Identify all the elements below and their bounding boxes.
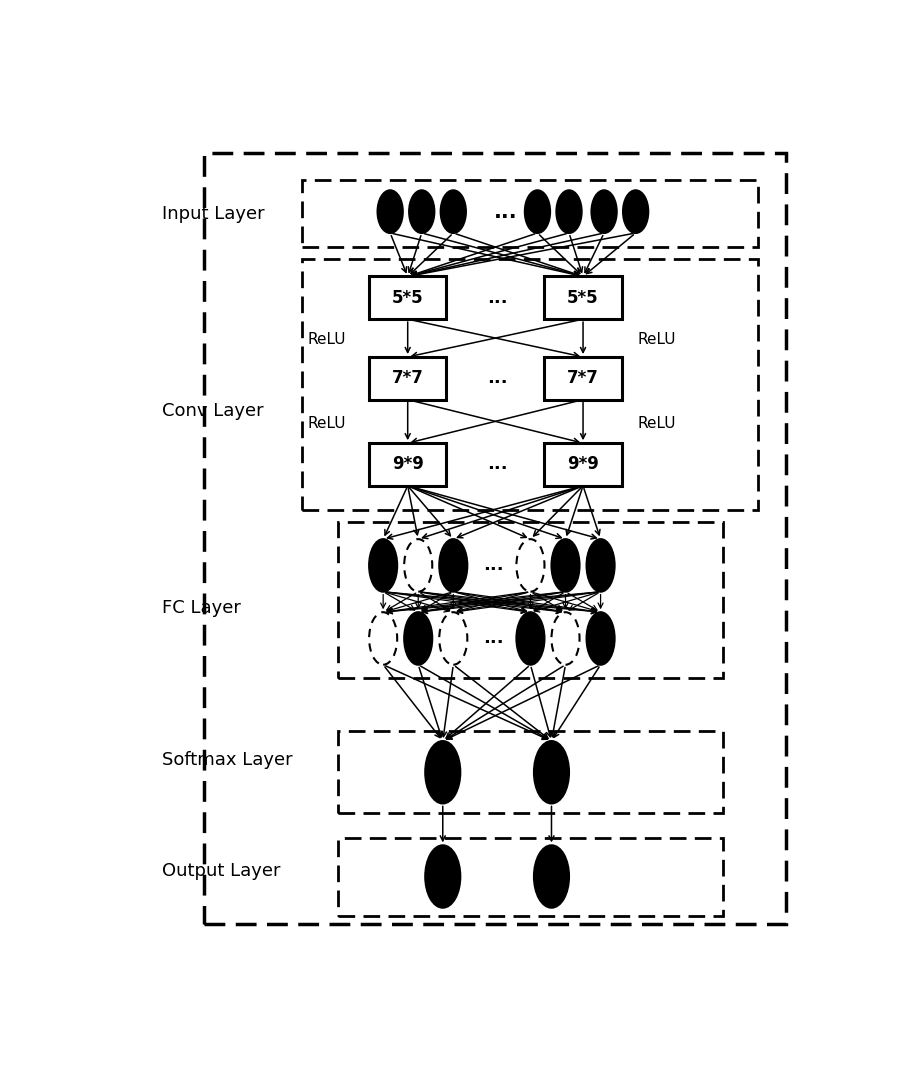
Ellipse shape <box>534 845 569 908</box>
Ellipse shape <box>517 539 545 592</box>
Text: 7*7: 7*7 <box>567 369 599 387</box>
Ellipse shape <box>517 612 545 665</box>
Ellipse shape <box>551 539 579 592</box>
Ellipse shape <box>425 845 461 908</box>
Ellipse shape <box>525 191 550 233</box>
Ellipse shape <box>551 612 579 665</box>
Ellipse shape <box>425 741 461 804</box>
Text: 5*5: 5*5 <box>567 289 599 307</box>
Ellipse shape <box>439 612 467 665</box>
Text: 9*9: 9*9 <box>392 455 424 473</box>
Text: Conv Layer: Conv Layer <box>162 402 264 420</box>
Text: Softmax Layer: Softmax Layer <box>162 750 293 769</box>
Text: 9*9: 9*9 <box>567 455 599 473</box>
Bar <box>369 276 446 319</box>
Text: ...: ... <box>487 455 508 473</box>
Bar <box>338 522 723 678</box>
Bar <box>369 443 446 486</box>
Text: ...: ... <box>483 629 503 647</box>
Bar <box>545 443 622 486</box>
Bar <box>369 357 446 400</box>
Ellipse shape <box>369 612 397 665</box>
Text: 5*5: 5*5 <box>392 289 424 307</box>
Ellipse shape <box>623 191 648 233</box>
Text: Input Layer: Input Layer <box>162 205 265 223</box>
Ellipse shape <box>369 539 397 592</box>
Text: 7*7: 7*7 <box>392 369 424 387</box>
Text: ...: ... <box>494 201 518 222</box>
Ellipse shape <box>534 741 569 804</box>
Text: Output Layer: Output Layer <box>162 861 281 879</box>
Bar <box>545 276 622 319</box>
Bar <box>205 152 786 924</box>
Bar <box>545 357 622 400</box>
Ellipse shape <box>586 612 614 665</box>
Ellipse shape <box>592 191 616 233</box>
Text: ...: ... <box>487 369 508 387</box>
Text: ReLU: ReLU <box>308 416 347 431</box>
Ellipse shape <box>405 539 433 592</box>
Ellipse shape <box>586 539 614 592</box>
Bar <box>338 838 723 916</box>
Ellipse shape <box>405 612 433 665</box>
Text: ReLU: ReLU <box>637 416 676 431</box>
Ellipse shape <box>409 191 434 233</box>
Bar <box>338 731 723 813</box>
Text: ...: ... <box>487 289 508 307</box>
Text: FC Layer: FC Layer <box>162 599 241 617</box>
Bar <box>302 180 758 247</box>
Ellipse shape <box>439 539 467 592</box>
Ellipse shape <box>377 191 403 233</box>
Bar <box>302 259 758 510</box>
Ellipse shape <box>557 191 582 233</box>
Ellipse shape <box>441 191 466 233</box>
Text: ...: ... <box>483 556 503 575</box>
Text: ReLU: ReLU <box>308 333 347 348</box>
Text: ReLU: ReLU <box>637 333 676 348</box>
